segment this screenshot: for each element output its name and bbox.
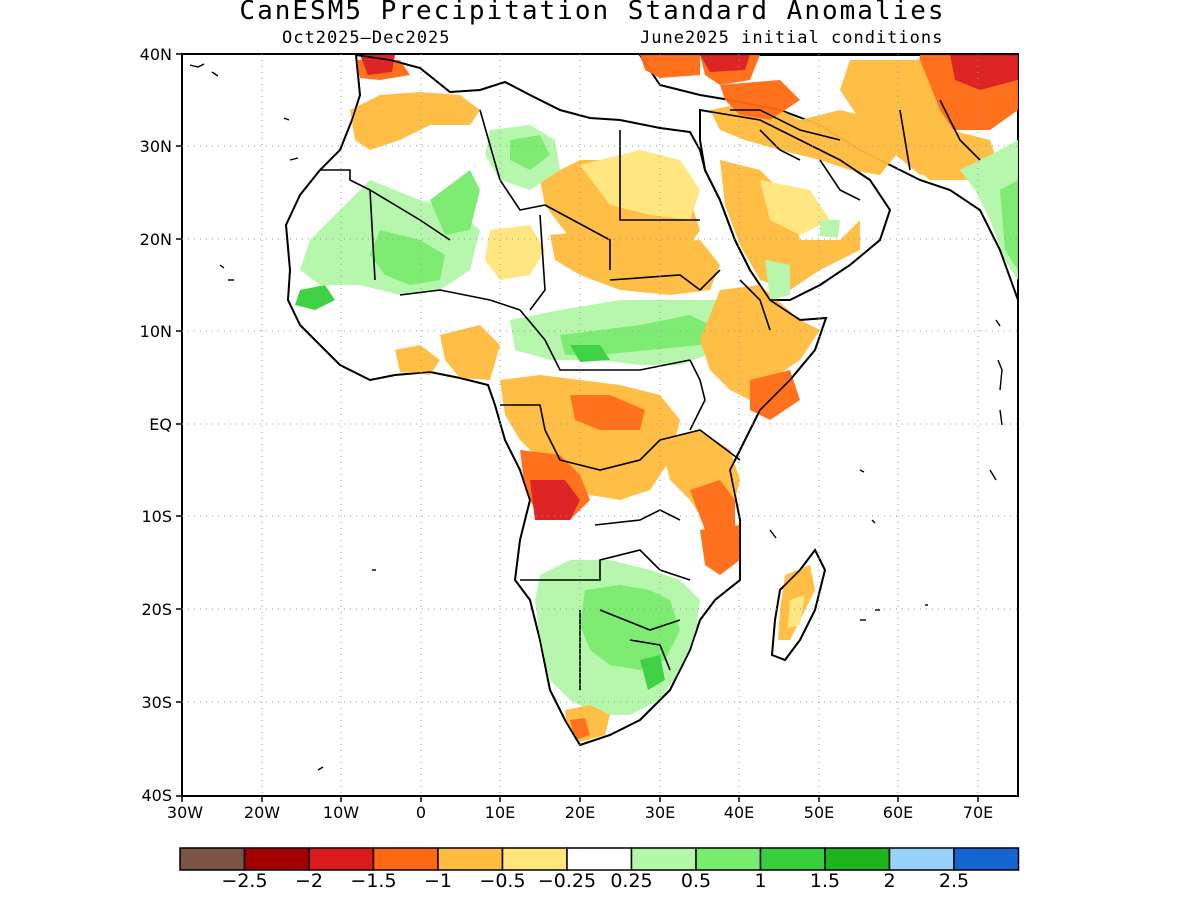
- lon-label-30w: 30W: [166, 803, 204, 822]
- lat-label-10s: 10S: [141, 507, 172, 526]
- colorbar-swatch: [437, 847, 504, 871]
- colorbar-label: −2: [294, 870, 323, 892]
- colorbar-label: 1: [754, 870, 767, 892]
- colorbar-swatch: [630, 847, 697, 871]
- colorbar-label: 0.25: [610, 870, 653, 892]
- colorbar-label: 2: [883, 870, 896, 892]
- colorbar-swatch: [243, 847, 310, 871]
- colorbar-swatch: [372, 847, 439, 871]
- colorbar-swatch: [179, 847, 246, 871]
- colorbar-swatch: [695, 847, 762, 871]
- initial-conditions: June2025 initial conditions: [640, 28, 944, 48]
- lon-label-60e: 60E: [882, 803, 914, 822]
- colorbar-swatch: [953, 847, 1020, 871]
- lon-label-20w: 20W: [243, 803, 281, 822]
- lat-label-40s: 40S: [141, 786, 172, 805]
- islands: [189, 63, 1003, 771]
- colorbar-label: 1.5: [809, 870, 841, 892]
- map-title: CanESM5 Precipitation Standard Anomalies: [239, 0, 946, 26]
- lat-label-20s: 20S: [141, 600, 172, 619]
- colorbar-label: −1.5: [350, 870, 397, 892]
- colorbar-label: −2.5: [221, 870, 268, 892]
- colorbar-swatch: [501, 847, 568, 871]
- forecast-period: Oct2025–Dec2025: [282, 28, 451, 48]
- colorbar-swatch: [888, 847, 955, 871]
- colorbar-swatch: [566, 847, 633, 871]
- axis-ticks: [176, 53, 979, 802]
- lon-label-50e: 50E: [803, 803, 835, 822]
- lat-label-eq: EQ: [149, 415, 172, 434]
- lat-label-20n: 20N: [139, 230, 172, 249]
- lat-label-30s: 30S: [141, 693, 172, 712]
- lon-label-30e: 30E: [644, 803, 676, 822]
- colorbar-swatch: [759, 847, 826, 871]
- lon-label-0: 0: [415, 803, 427, 822]
- lat-label-40n: 40N: [139, 45, 172, 64]
- lon-label-20e: 20E: [564, 803, 596, 822]
- colorbar-label: −0.25: [537, 870, 597, 892]
- lon-label-70e: 70E: [962, 803, 994, 822]
- colorbar-swatch: [824, 847, 891, 871]
- colorbar-label: 0.5: [680, 870, 712, 892]
- colorbar-label: −0.5: [479, 870, 526, 892]
- gridlines: [182, 54, 1018, 796]
- lon-label-10w: 10W: [322, 803, 360, 822]
- colorbar-label: −1: [423, 870, 452, 892]
- lon-label-40e: 40E: [723, 803, 755, 822]
- lon-label-10e: 10E: [484, 803, 516, 822]
- colorbar-swatch: [308, 847, 375, 871]
- country-borders: [285, 54, 981, 746]
- lat-label-10n: 10N: [139, 322, 172, 341]
- colorbar-label: 2.5: [938, 870, 970, 892]
- colorbar: [179, 847, 1020, 871]
- lat-label-30n: 30N: [139, 137, 172, 156]
